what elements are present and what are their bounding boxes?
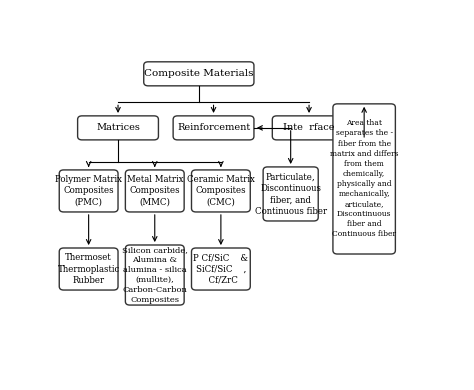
- FancyBboxPatch shape: [191, 248, 250, 290]
- FancyBboxPatch shape: [263, 167, 318, 221]
- Text: Inte  rface: Inte rface: [283, 123, 335, 132]
- FancyBboxPatch shape: [59, 170, 118, 212]
- FancyBboxPatch shape: [59, 248, 118, 290]
- Text: Polymer Matrix
Composites
(PMC): Polymer Matrix Composites (PMC): [55, 175, 122, 207]
- FancyBboxPatch shape: [272, 116, 346, 140]
- Text: Silicon carbide,
Alumina &
alumina - silica
(mullite),
Carbon-Carbon
Composites: Silicon carbide, Alumina & alumina - sil…: [122, 246, 188, 304]
- Text: P Cf/SiC    &
SiCf/SiC    ,
  Cf/ZrC: P Cf/SiC & SiCf/SiC , Cf/ZrC: [193, 253, 248, 285]
- FancyBboxPatch shape: [144, 62, 254, 86]
- FancyBboxPatch shape: [125, 245, 184, 305]
- Text: Area that
separates the -
fiber from the
matrix and differs
from them
chemically: Area that separates the - fiber from the…: [330, 119, 399, 238]
- Text: Particulate,
Discontinuous
fiber, and
Continuous fiber: Particulate, Discontinuous fiber, and Co…: [255, 172, 327, 216]
- Text: Matrices: Matrices: [96, 123, 140, 132]
- FancyBboxPatch shape: [125, 170, 184, 212]
- FancyBboxPatch shape: [333, 104, 395, 254]
- Text: Thermoset
Thermoplastic
Rubber: Thermoset Thermoplastic Rubber: [57, 253, 120, 285]
- FancyBboxPatch shape: [78, 116, 158, 140]
- FancyBboxPatch shape: [173, 116, 254, 140]
- Text: Reinforcement: Reinforcement: [177, 123, 250, 132]
- Text: Metal Matrix
Composites
(MMC): Metal Matrix Composites (MMC): [127, 175, 183, 207]
- FancyBboxPatch shape: [191, 170, 250, 212]
- Text: Ceramic Matrix
Composites
(CMC): Ceramic Matrix Composites (CMC): [187, 175, 255, 207]
- Text: Composite Materials: Composite Materials: [144, 69, 254, 78]
